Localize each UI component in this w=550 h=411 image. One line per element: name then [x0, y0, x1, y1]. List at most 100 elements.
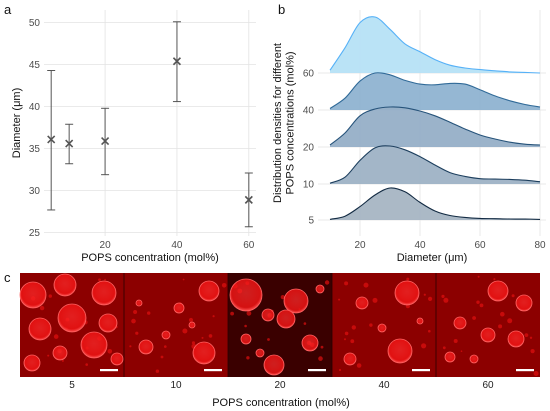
vesicle: [198, 280, 220, 302]
data-point-group: [65, 123, 74, 165]
x-tick-label: 20: [354, 240, 366, 251]
vesicle: [53, 273, 77, 297]
small-vesicle: [443, 297, 449, 303]
panel-a-y-ticks: 25 30 35 40 45 50: [29, 18, 41, 239]
small-vesicle: [244, 324, 247, 328]
ridge-line: [329, 187, 541, 220]
small-vesicle: [441, 294, 445, 298]
small-vesicle: [267, 338, 270, 341]
small-vesicle: [155, 369, 160, 373]
ridge-area: [330, 72, 540, 110]
vesicle: [487, 280, 509, 302]
y-tick-label: 40: [303, 106, 315, 117]
vesicle: [192, 341, 216, 365]
vesicle: [261, 308, 275, 322]
micrograph-60: [435, 273, 540, 377]
y-tick-label: 50: [29, 18, 41, 29]
vesicle: [173, 302, 185, 314]
y-tick-label: 35: [29, 144, 41, 155]
vesicle: [28, 317, 52, 341]
panel-c-micrographs: 5 10 20 40 60 POPS concentration (mol%): [19, 273, 540, 409]
panel-a-chart: 25 30 35 40 45 50 20 40 60 Diameter (μm) POPS c…: [11, 10, 256, 264]
panel-b-x-ticks: 20 40 60 80: [354, 240, 546, 251]
vesicle: [19, 281, 47, 309]
y-tick-label: 45: [29, 60, 41, 71]
small-vesicle: [47, 354, 50, 357]
ridge-series: [329, 72, 541, 110]
small-vesicle: [524, 333, 529, 337]
small-vesicle: [338, 298, 341, 301]
data-point-group: [172, 21, 182, 103]
ridge-line: [329, 145, 541, 184]
data-point-marker: [101, 136, 110, 146]
panel-a-letter: a: [4, 2, 12, 17]
vesicle: [394, 280, 420, 306]
vesicle: [110, 352, 124, 366]
ridge-line: [329, 106, 541, 146]
vesicle: [515, 294, 533, 312]
panel-a-ylabel: Diameter (μm): [11, 88, 23, 159]
small-vesicle: [147, 311, 151, 315]
small-vesicle: [344, 331, 349, 336]
small-vesicle: [498, 324, 503, 329]
small-vesicle: [529, 336, 533, 339]
small-vesicle: [477, 275, 480, 278]
micrograph-labels: 5 10 20 40 60: [69, 380, 494, 391]
x-tick-label: 60: [474, 240, 486, 251]
scale-bar: [204, 369, 222, 372]
small-vesicle: [164, 345, 167, 348]
small-vesicle: [324, 280, 330, 285]
vesicle: [23, 354, 41, 372]
small-vesicle: [500, 311, 505, 317]
scale-bar: [412, 369, 430, 372]
micrograph-label: 40: [378, 380, 390, 391]
small-vesicle: [230, 311, 235, 316]
x-tick-label: 80: [534, 240, 546, 251]
vesicle: [355, 296, 369, 310]
panel-b-ylabel: Distribution densities for differentPOPS…: [272, 43, 297, 203]
y-tick-label: 25: [29, 228, 41, 239]
vesicle: [52, 345, 68, 361]
small-vesicle: [246, 310, 252, 316]
ridge-series: [329, 16, 541, 74]
small-vesicle: [188, 317, 194, 323]
ridge-series: [329, 187, 541, 220]
small-vesicle: [39, 305, 45, 311]
panel-a-marks: [47, 21, 253, 228]
small-vesicle: [423, 293, 426, 296]
y-tick-label: 30: [29, 186, 41, 197]
y-tick-label: 20: [303, 143, 315, 154]
data-point-marker: [65, 139, 74, 148]
panel-b-chart: 5 10 20 40 60 20 40 60 80 Distribution densitie…: [272, 10, 546, 264]
ridge-area: [330, 16, 540, 73]
small-vesicle: [191, 341, 196, 345]
small-vesicle: [221, 283, 227, 288]
small-vesicle: [320, 345, 324, 349]
scale-bar: [100, 369, 118, 372]
small-vesicle: [428, 329, 431, 333]
panel-a-xlabel: POPS concentration (mol%): [81, 252, 219, 264]
data-point-marker: [47, 135, 56, 144]
small-vesicle: [246, 356, 250, 360]
y-tick-label: 5: [308, 216, 314, 227]
data-point-group: [47, 69, 56, 211]
ridge-line: [329, 16, 541, 74]
vesicle: [276, 309, 296, 329]
vesicle: [57, 303, 87, 333]
y-tick-label: 40: [29, 102, 41, 113]
vesicle: [188, 321, 196, 329]
data-point-marker: [172, 57, 182, 66]
small-vesicle: [472, 316, 476, 320]
small-vesicle: [182, 278, 185, 281]
small-vesicle: [53, 334, 59, 339]
micrograph-label: 20: [274, 380, 286, 391]
ridge-area: [330, 145, 540, 184]
ridge-area: [330, 187, 540, 220]
small-vesicle: [318, 356, 323, 361]
ridge-series: [329, 106, 541, 147]
data-point-group: [101, 107, 110, 176]
vesicle: [444, 351, 456, 363]
small-vesicle: [533, 371, 539, 376]
vesicle: [377, 323, 387, 333]
small-vesicle: [48, 294, 52, 298]
